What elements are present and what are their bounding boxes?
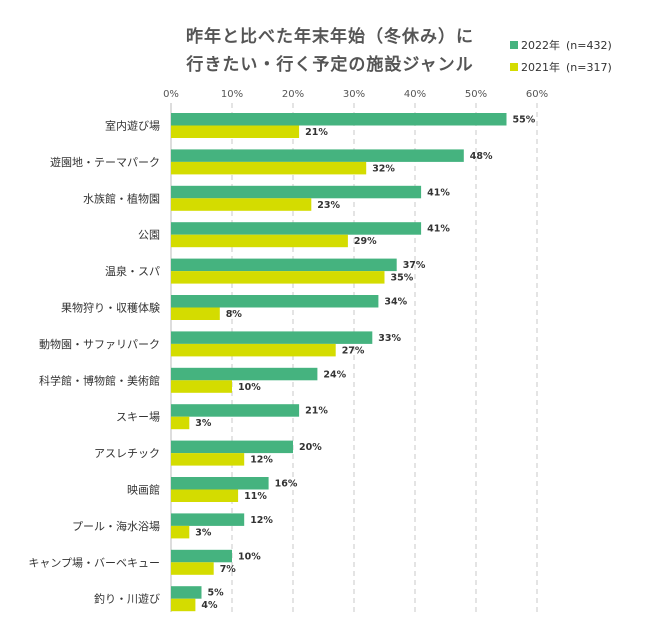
bar-2021-5 [171, 307, 220, 320]
bar-2022-12 [171, 549, 232, 563]
bar-2022-11 [171, 513, 245, 526]
value-label-2021-13: 4% [201, 600, 218, 611]
bar-2022-4 [171, 258, 397, 272]
legend-n-2021: (n=317) [566, 60, 612, 74]
x-tick-label-30: 30% [343, 89, 365, 100]
bar-2021-0 [171, 125, 300, 138]
bar-2022-3 [171, 222, 422, 235]
category-label-7: 科学館・博物館・美術館 [39, 373, 160, 387]
bar-2022-8 [171, 404, 300, 417]
bar-2022-1 [171, 149, 464, 162]
value-label-2021-9: 12% [250, 455, 273, 466]
legend-entry-2022: 2022年 (n=432) [510, 37, 612, 53]
category-label-8: スキー場 [116, 411, 160, 424]
category-label-9: アスレチック [94, 447, 160, 460]
value-label-2021-1: 32% [372, 163, 395, 174]
value-label-2022-12: 10% [238, 551, 261, 562]
category-label-4: 温泉・スパ [105, 264, 160, 278]
bar-2021-13 [171, 598, 196, 612]
bar-2021-2 [171, 198, 312, 211]
bar-2022-7 [171, 367, 318, 381]
category-label-5: 果物狩り・収穫体験 [61, 301, 160, 315]
value-label-2022-10: 16% [275, 479, 298, 490]
category-label-1: 遊園地・テーマパーク [50, 155, 160, 169]
value-label-2021-3: 29% [354, 236, 377, 247]
value-label-2021-2: 23% [317, 200, 340, 211]
legend-entry-2021: 2021年 (n=317) [510, 59, 612, 75]
bar-2021-6 [171, 343, 336, 357]
value-label-2022-2: 41% [427, 187, 450, 198]
bar-2022-6 [171, 331, 373, 344]
category-label-6: 動物園・サファリパーク [39, 337, 160, 351]
value-label-2022-9: 20% [299, 442, 322, 453]
legend-label-2021: 2021年 [521, 61, 560, 74]
x-tick-label-20: 20% [282, 89, 304, 100]
value-label-2022-11: 12% [250, 515, 273, 526]
bar-2021-10 [171, 489, 239, 502]
x-tick-label-60: 60% [526, 89, 548, 100]
value-label-2022-7: 24% [323, 369, 346, 380]
bar-2021-4 [171, 271, 385, 284]
value-label-2021-8: 3% [195, 418, 212, 429]
bar-2022-2 [171, 185, 422, 199]
bar-2022-9 [171, 440, 293, 454]
bar-2022-13 [171, 586, 202, 599]
value-label-2022-4: 37% [403, 260, 426, 271]
category-label-2: 水族館・植物園 [83, 191, 160, 205]
value-label-2021-0: 21% [305, 127, 328, 138]
category-label-11: プール・海水浴場 [72, 519, 160, 533]
bar-2022-10 [171, 477, 269, 490]
value-label-2022-0: 55% [513, 115, 536, 126]
value-label-2021-11: 3% [195, 527, 212, 538]
category-label-0: 室内遊び場 [105, 119, 160, 133]
value-label-2022-13: 5% [208, 588, 225, 599]
bar-2021-9 [171, 453, 245, 466]
bar-2021-7 [171, 380, 232, 393]
legend-label-2022: 2022年 [521, 39, 560, 52]
x-tick-label-40: 40% [404, 89, 426, 100]
chart-title-line-1: 昨年と比べた年末年始（冬休み）に [186, 27, 474, 47]
category-label-13: 釣り・川遊び [94, 592, 160, 606]
legend-n-2022: (n=432) [566, 38, 612, 52]
value-label-2021-6: 27% [342, 345, 365, 356]
category-label-10: 映画館 [127, 483, 160, 497]
bar-2022-0 [171, 113, 507, 126]
bar-2021-3 [171, 234, 348, 248]
bar-2021-8 [171, 416, 190, 430]
value-label-2021-5: 8% [226, 309, 243, 320]
value-label-2022-5: 34% [384, 297, 407, 308]
value-label-2022-3: 41% [427, 224, 450, 235]
category-label-3: 公園 [138, 229, 160, 242]
chart-title-line-2: 行きたい・行く予定の施設ジャンル [186, 55, 474, 75]
bar-2021-1 [171, 161, 367, 175]
value-label-2021-7: 10% [238, 382, 261, 393]
x-tick-label-50: 50% [465, 89, 487, 100]
bar-2022-5 [171, 295, 379, 308]
value-label-2021-12: 7% [220, 564, 237, 575]
legend-swatch-2021 [510, 63, 518, 71]
x-tick-label-0: 0% [163, 89, 179, 100]
value-label-2021-10: 11% [244, 491, 267, 502]
legend-swatch-2022 [510, 41, 518, 49]
value-label-2022-6: 33% [378, 333, 401, 344]
value-label-2022-8: 21% [305, 406, 328, 417]
value-label-2022-1: 48% [470, 151, 493, 162]
x-tick-label-10: 10% [221, 89, 243, 100]
category-label-12: キャンプ場・バーベキュー [28, 556, 160, 569]
bar-2021-12 [171, 562, 214, 575]
value-label-2021-4: 35% [391, 273, 414, 284]
bar-2021-11 [171, 525, 190, 539]
